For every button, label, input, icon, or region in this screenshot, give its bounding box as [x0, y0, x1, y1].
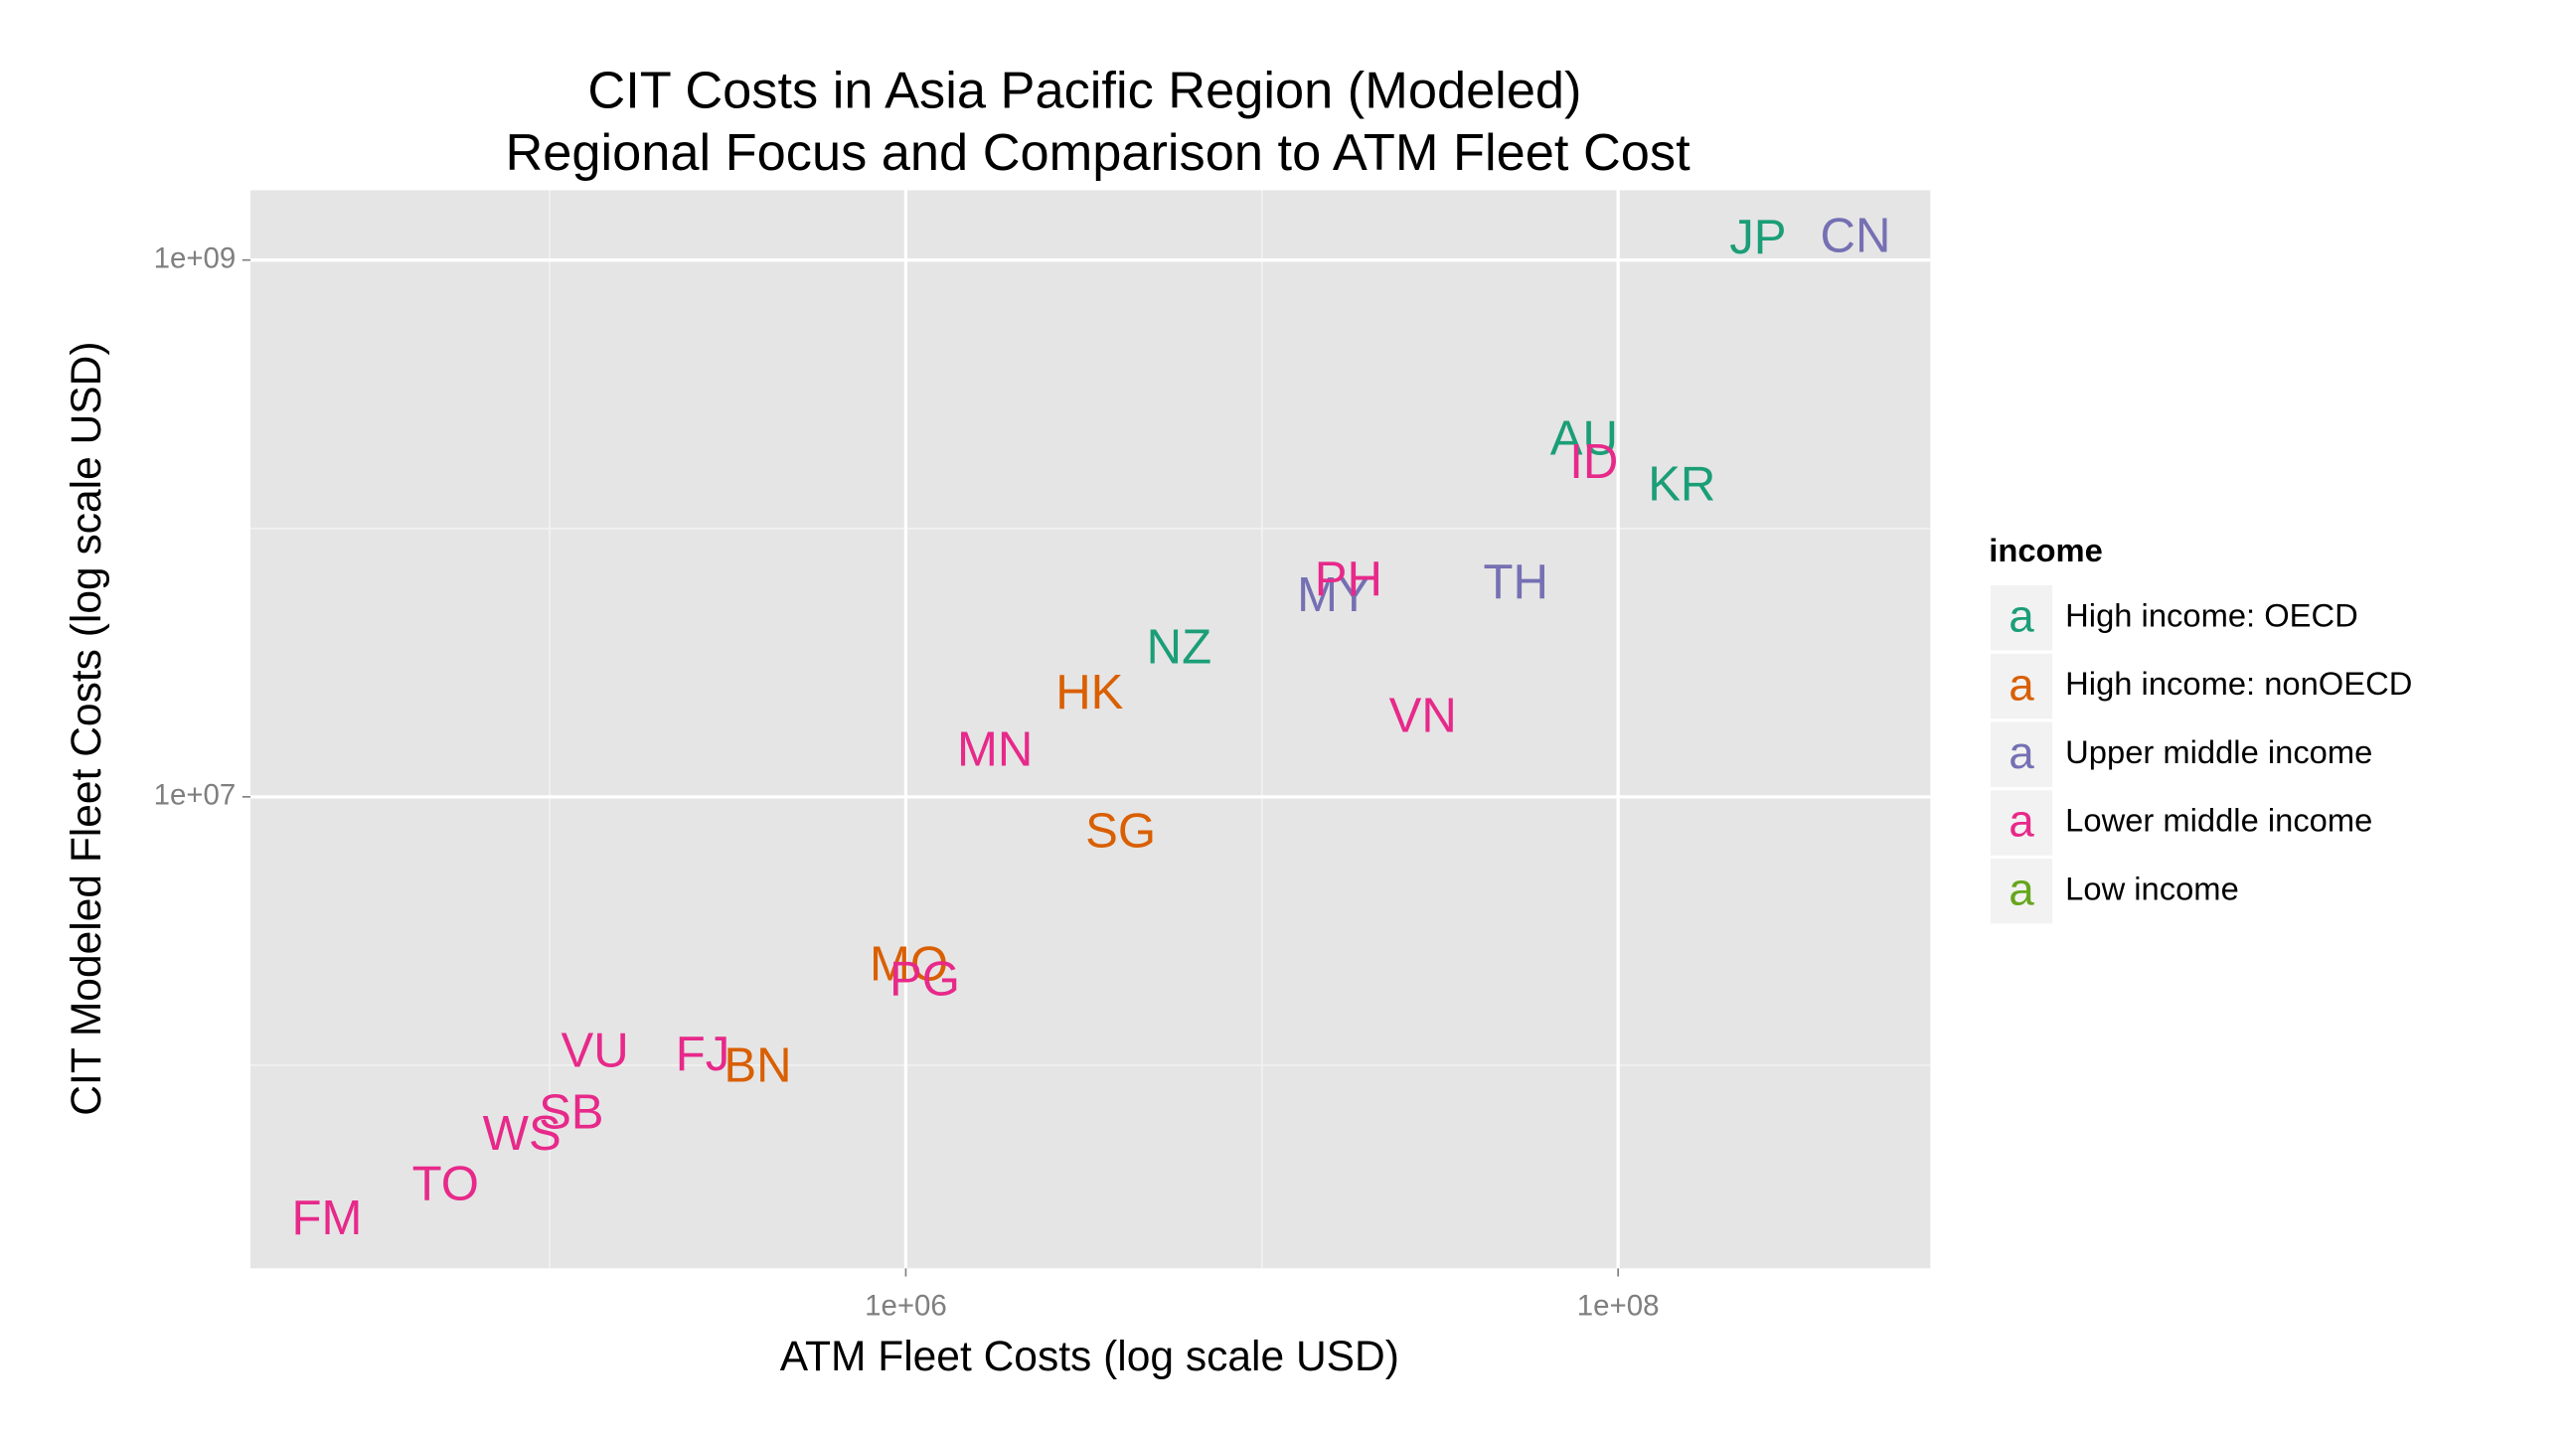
legend-label: High income: OECD: [2065, 596, 2358, 633]
legend-title: income: [1989, 532, 2103, 568]
point-label: MN: [957, 722, 1033, 776]
point-label: AU: [1550, 412, 1618, 466]
point-label: WS: [483, 1107, 562, 1161]
legend-glyph: a: [2009, 591, 2034, 642]
point-label: SG: [1085, 805, 1156, 859]
y-axis-title: CIT Modeled Fleet Costs (log scale USD): [63, 341, 110, 1115]
point-label: VU: [562, 1025, 629, 1078]
legend-key: [1990, 790, 2053, 856]
plot-panel: [250, 190, 1931, 1269]
legend-label: Lower middle income: [2065, 802, 2372, 839]
point-label: TH: [1483, 556, 1547, 609]
legend-key: [1990, 721, 2053, 787]
x-axis-title: ATM Fleet Costs (log scale USD): [780, 1333, 1399, 1380]
point-label: JP: [1729, 211, 1786, 264]
legend-glyph: a: [2009, 727, 2034, 778]
point-label: HK: [1055, 666, 1123, 719]
point-label: MO: [870, 938, 948, 992]
chart-title: CIT Costs in Asia Pacific Region (Modele…: [587, 63, 1581, 120]
point-label: BN: [724, 1038, 791, 1092]
x-tick-label: 1e+06: [865, 1289, 947, 1322]
point-label: VN: [1389, 689, 1457, 742]
y-tick-label: 1e+07: [154, 779, 237, 812]
point-label: NZ: [1147, 621, 1211, 675]
point-label: MY: [1297, 568, 1370, 622]
point-label: PG: [889, 952, 960, 1006]
legend-label: Upper middle income: [2065, 733, 2372, 770]
point-label: FJ: [676, 1028, 730, 1081]
chart-subtitle: Regional Focus and Comparison to ATM Fle…: [505, 124, 1690, 182]
point-label: SB: [539, 1086, 603, 1140]
point-label: PH: [1315, 553, 1382, 606]
y-tick-label: 1e+09: [154, 241, 237, 274]
x-tick-label: 1e+08: [1577, 1289, 1660, 1322]
legend-glyph: a: [2009, 796, 2034, 847]
legend-glyph: a: [2009, 659, 2034, 710]
legend-key: [1990, 585, 2053, 651]
point-label: KR: [1648, 458, 1715, 512]
legend-label: Low income: [2065, 870, 2239, 906]
point-label: TO: [412, 1158, 479, 1211]
point-label: FM: [292, 1192, 363, 1245]
legend-label: High income: nonOECD: [2065, 665, 2412, 702]
point-label: ID: [1569, 435, 1618, 489]
legend-key: [1990, 653, 2053, 719]
legend-key: [1990, 859, 2053, 924]
point-label: CN: [1821, 209, 1891, 262]
legend-glyph: a: [2009, 864, 2034, 914]
